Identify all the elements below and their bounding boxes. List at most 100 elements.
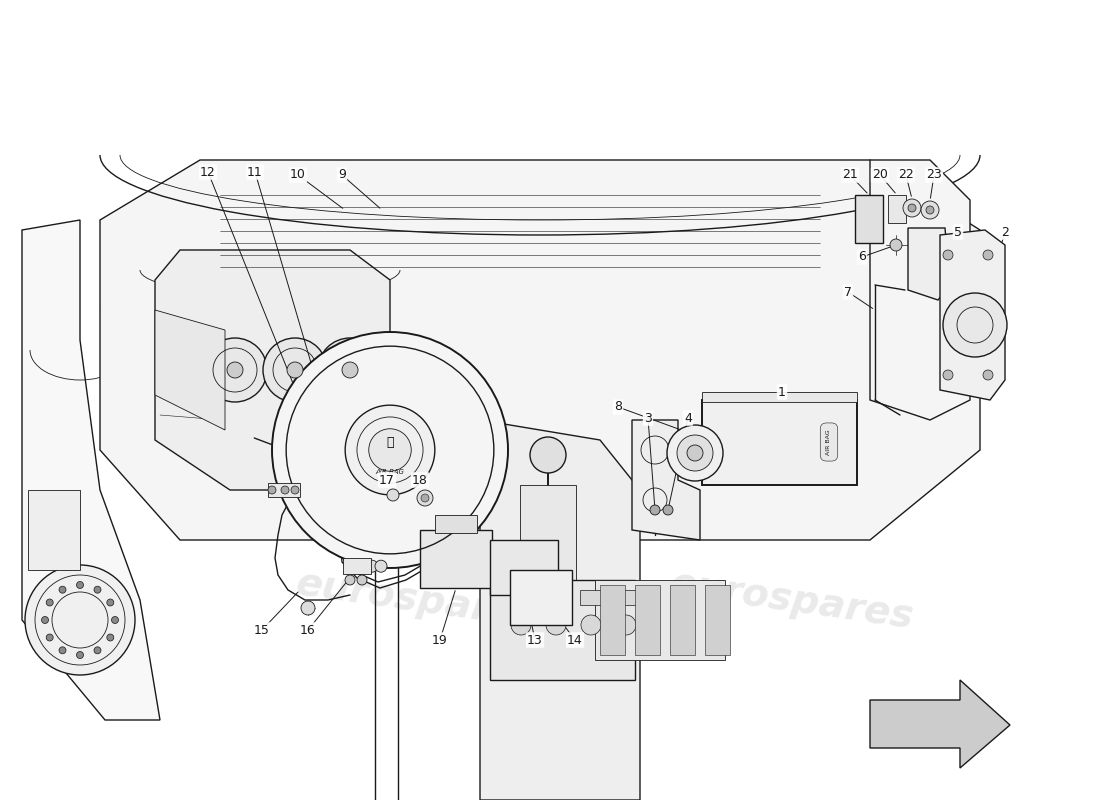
Text: 2: 2 — [1001, 226, 1009, 238]
Bar — [434, 515, 477, 533]
Text: 10: 10 — [290, 169, 306, 182]
Circle shape — [908, 204, 916, 212]
Bar — [490, 540, 558, 595]
Bar — [343, 558, 371, 574]
Text: 3: 3 — [645, 411, 652, 425]
Circle shape — [94, 647, 101, 654]
Circle shape — [368, 429, 411, 471]
Text: 🐎: 🐎 — [386, 435, 394, 449]
Polygon shape — [870, 680, 1010, 768]
Bar — [580, 590, 602, 605]
Circle shape — [667, 425, 723, 481]
Bar — [268, 483, 300, 497]
Circle shape — [287, 362, 303, 378]
Text: 12: 12 — [200, 166, 216, 178]
Circle shape — [227, 362, 243, 378]
Polygon shape — [908, 228, 950, 300]
Circle shape — [983, 370, 993, 380]
Text: 19: 19 — [432, 634, 448, 646]
Circle shape — [204, 338, 267, 402]
Text: 23: 23 — [926, 169, 942, 182]
Circle shape — [943, 250, 953, 260]
Text: 16: 16 — [300, 623, 316, 637]
Text: 8: 8 — [614, 401, 622, 414]
Bar — [670, 585, 695, 655]
Bar — [702, 400, 857, 485]
Circle shape — [943, 370, 953, 380]
Circle shape — [375, 560, 387, 572]
Circle shape — [366, 560, 378, 572]
Bar — [888, 195, 906, 223]
Circle shape — [292, 486, 299, 494]
Circle shape — [107, 634, 113, 641]
Circle shape — [268, 486, 276, 494]
Text: 11: 11 — [248, 166, 263, 178]
Circle shape — [546, 615, 566, 635]
Circle shape — [676, 435, 713, 471]
Circle shape — [107, 599, 113, 606]
Bar — [615, 590, 637, 605]
Text: 7: 7 — [844, 286, 852, 298]
Bar — [420, 530, 492, 588]
Circle shape — [94, 586, 101, 593]
Text: 22: 22 — [898, 169, 914, 182]
Text: 5: 5 — [954, 226, 962, 238]
Text: 6: 6 — [858, 250, 866, 263]
Polygon shape — [100, 160, 980, 540]
Bar — [702, 392, 857, 402]
Circle shape — [387, 489, 399, 501]
Circle shape — [616, 615, 636, 635]
Bar — [520, 485, 576, 605]
Circle shape — [926, 206, 934, 214]
Text: 18: 18 — [412, 474, 428, 486]
Circle shape — [59, 647, 66, 654]
Circle shape — [342, 362, 358, 378]
Bar — [600, 585, 625, 655]
Circle shape — [272, 332, 508, 568]
Circle shape — [983, 250, 993, 260]
Text: eurospares: eurospares — [668, 564, 916, 636]
Text: 20: 20 — [872, 169, 888, 182]
Polygon shape — [22, 220, 159, 720]
Circle shape — [46, 599, 53, 606]
Circle shape — [348, 559, 362, 573]
Bar — [705, 585, 730, 655]
Polygon shape — [480, 420, 640, 800]
Text: AIR BAG: AIR BAG — [375, 469, 405, 475]
Text: 1: 1 — [778, 386, 785, 398]
Circle shape — [903, 199, 921, 217]
Circle shape — [512, 615, 531, 635]
Circle shape — [318, 338, 382, 402]
Bar — [595, 580, 725, 660]
Bar — [635, 585, 660, 655]
Bar — [544, 590, 566, 605]
Text: 14: 14 — [568, 634, 583, 646]
Text: 13: 13 — [527, 634, 543, 646]
Circle shape — [77, 582, 84, 589]
Circle shape — [280, 486, 289, 494]
Text: AIR BAG: AIR BAG — [826, 429, 832, 455]
Text: 9: 9 — [338, 169, 345, 182]
Circle shape — [263, 338, 327, 402]
Bar — [510, 570, 572, 625]
Polygon shape — [940, 230, 1005, 400]
Circle shape — [111, 617, 119, 623]
Circle shape — [345, 575, 355, 585]
Text: 17: 17 — [379, 474, 395, 486]
Circle shape — [421, 494, 429, 502]
Circle shape — [46, 634, 53, 641]
Bar — [28, 490, 80, 570]
Circle shape — [417, 490, 433, 506]
Bar — [490, 580, 635, 680]
Polygon shape — [632, 420, 700, 540]
Bar — [855, 195, 883, 243]
Circle shape — [301, 601, 315, 615]
Circle shape — [530, 437, 566, 473]
Circle shape — [42, 617, 48, 623]
Bar — [510, 590, 532, 605]
Text: 15: 15 — [254, 623, 270, 637]
Circle shape — [25, 565, 135, 675]
Circle shape — [890, 239, 902, 251]
Text: eurospares: eurospares — [96, 284, 344, 356]
Text: 21: 21 — [843, 169, 858, 182]
